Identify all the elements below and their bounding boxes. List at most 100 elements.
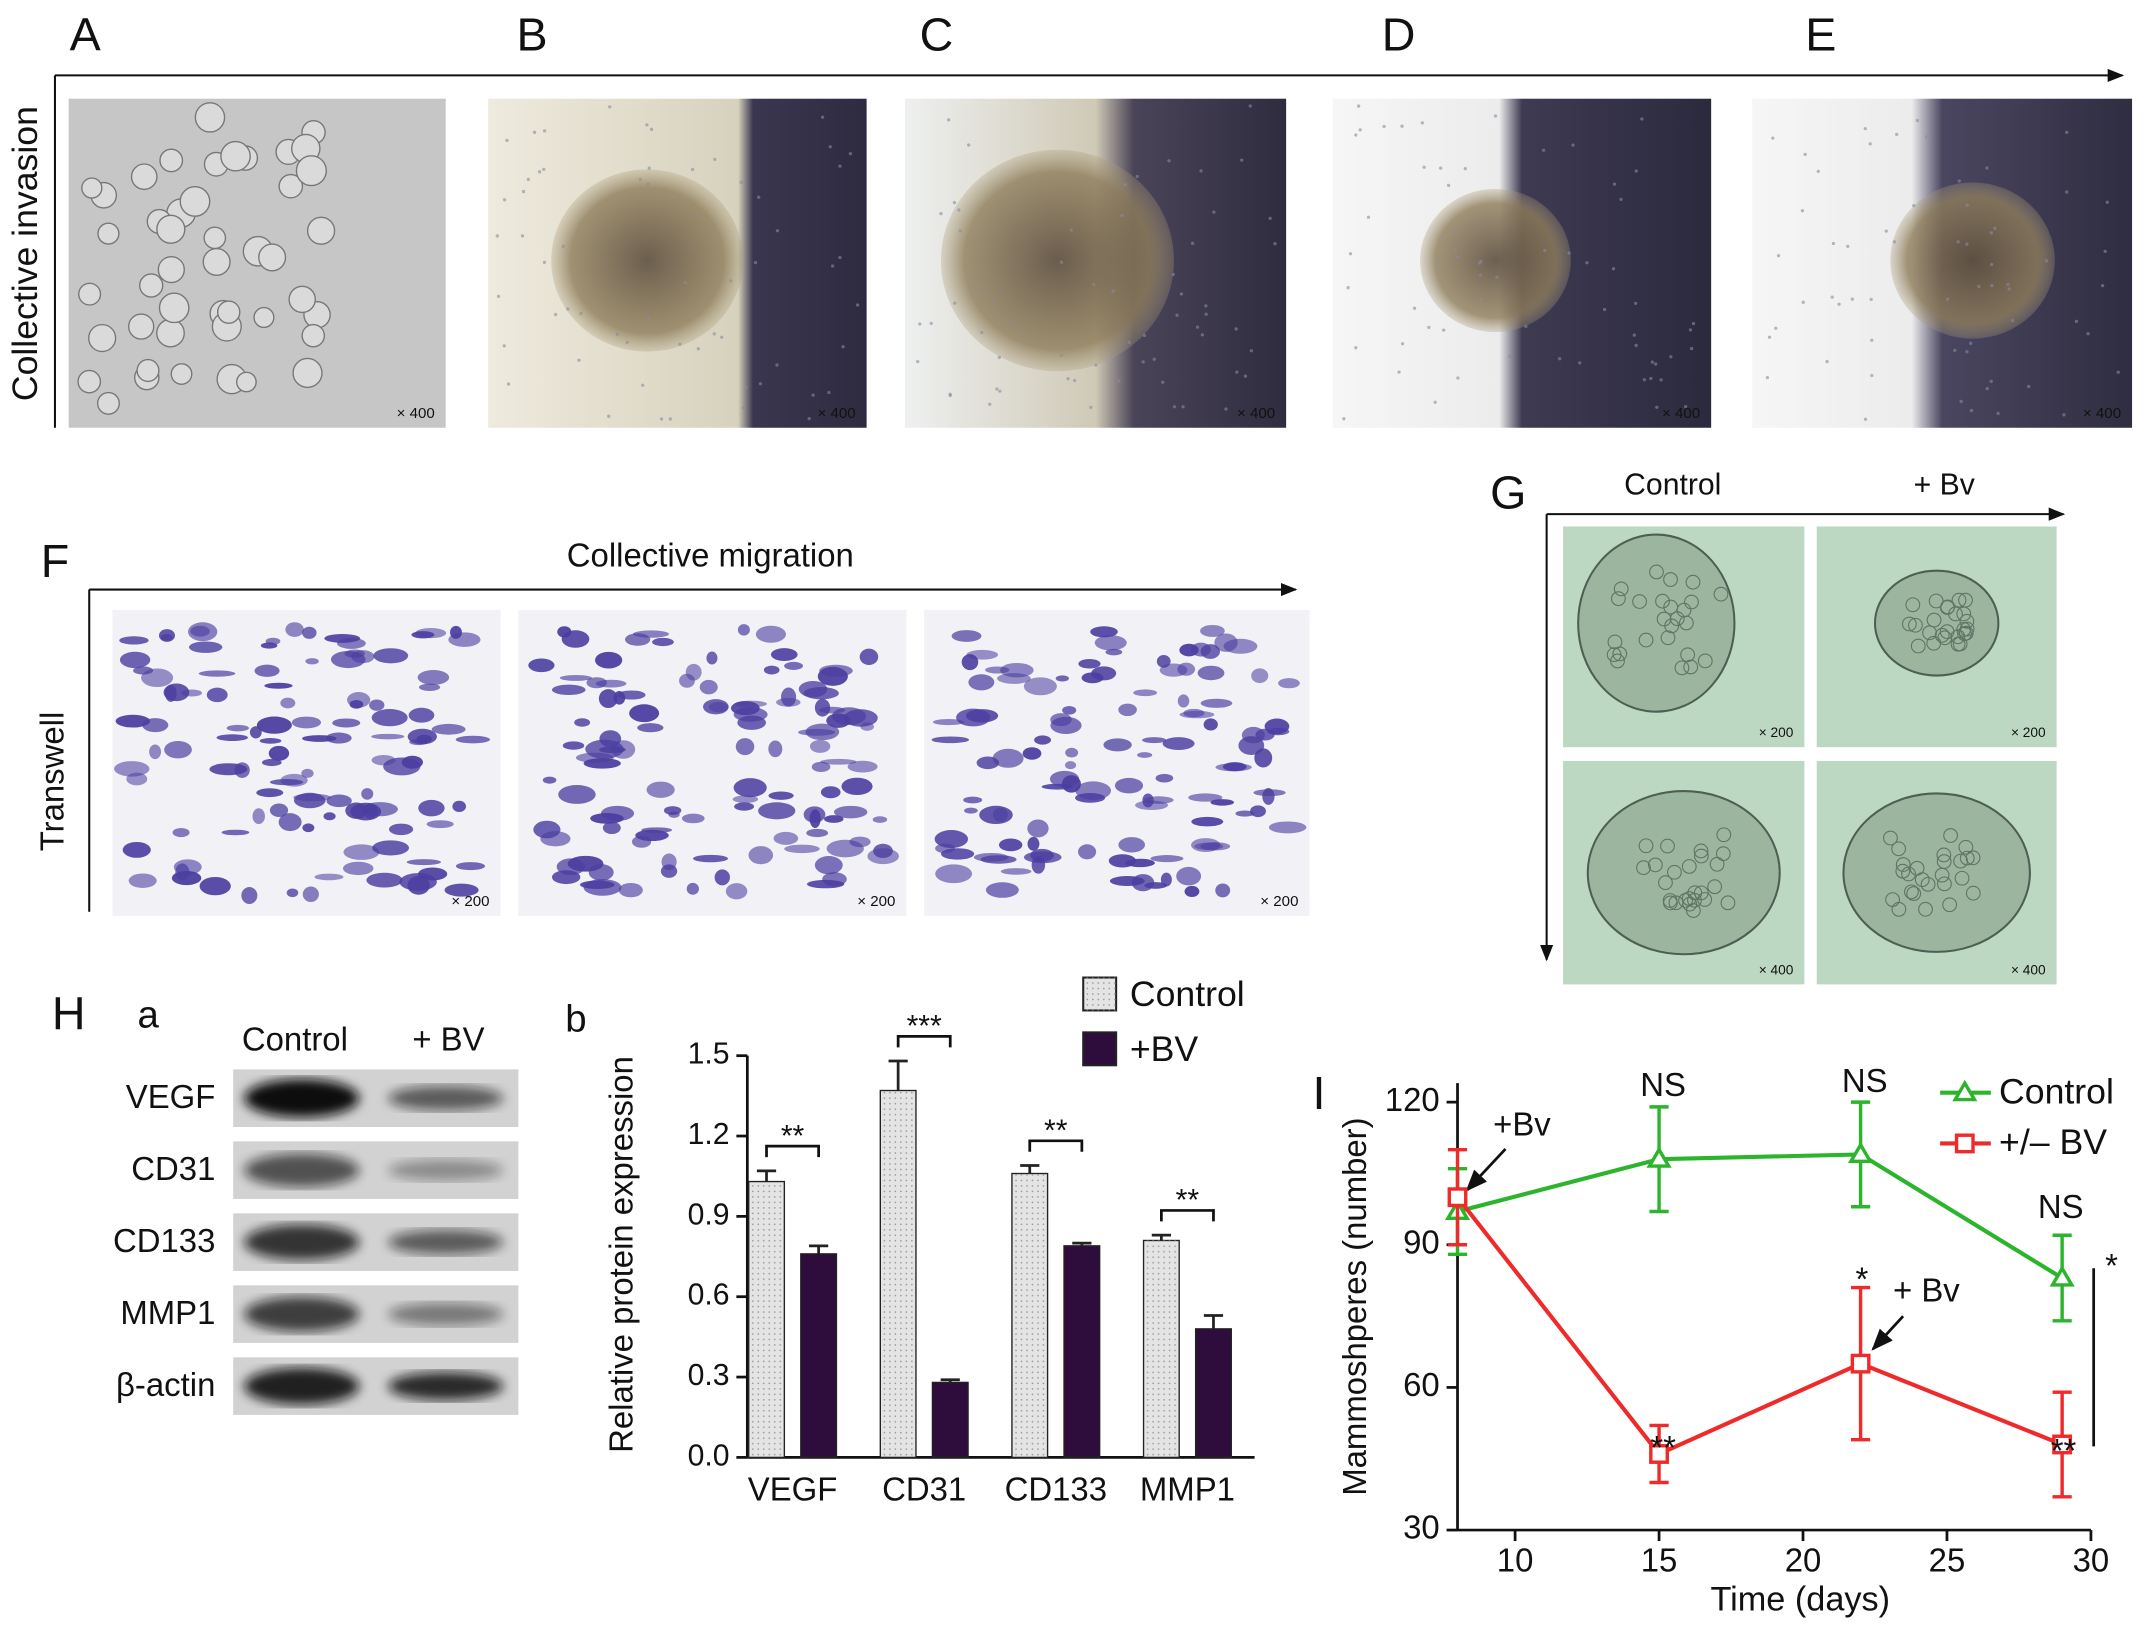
texture <box>1199 169 1203 173</box>
stained-cell <box>934 830 969 849</box>
stained-cell <box>1091 666 1117 681</box>
stained-cell <box>278 813 302 832</box>
stained-cell <box>323 812 336 821</box>
texture <box>1642 378 1647 382</box>
blot-band <box>244 1296 360 1332</box>
texture <box>1765 376 1770 380</box>
stained-cell <box>407 876 430 895</box>
stained-cell <box>163 683 190 702</box>
legend-label: +/– BV <box>1999 1122 2107 1162</box>
stained-cell <box>280 773 308 787</box>
stained-cell <box>342 861 374 876</box>
texture <box>1837 302 1841 306</box>
stained-cell <box>805 723 840 741</box>
stained-cell <box>1118 837 1146 853</box>
column-label: + BV <box>412 1021 484 1058</box>
y-tick-label: 120 <box>1385 1081 1440 1118</box>
texture <box>1776 254 1781 258</box>
texture <box>2116 370 2120 374</box>
stained-cell <box>528 658 555 673</box>
stained-cell <box>1034 735 1052 745</box>
stained-cell <box>559 674 592 681</box>
stained-cell <box>1200 644 1220 659</box>
stained-cell <box>540 831 571 847</box>
stained-cell <box>732 795 759 804</box>
stained-cell <box>703 699 729 715</box>
spheroid <box>1842 792 2031 953</box>
texture <box>1957 179 1961 183</box>
texture <box>1092 282 1096 287</box>
texture <box>1634 169 1638 173</box>
x-tick-label: CD31 <box>882 1470 966 1507</box>
error-bar <box>1020 1164 1040 1174</box>
texture <box>496 294 501 299</box>
subpanel-letter: a <box>138 993 160 1036</box>
stained-cell <box>817 666 848 686</box>
stained-cell <box>361 788 374 800</box>
texture <box>1495 275 1499 280</box>
texture <box>838 255 842 260</box>
blot-row-label: CD31 <box>131 1150 215 1187</box>
cell <box>1948 606 1963 622</box>
texture <box>1204 304 1208 308</box>
stained-cell <box>133 666 154 675</box>
texture <box>1989 231 1993 235</box>
magnification: × 400 <box>1662 405 1700 422</box>
stained-cell <box>1075 781 1112 800</box>
texture <box>1669 355 1673 359</box>
texture <box>1477 261 1482 265</box>
stained-cell <box>1203 718 1218 731</box>
texture <box>997 355 1002 360</box>
x-axis-label: Time (days) <box>1710 1580 1890 1618</box>
texture <box>1212 210 1216 214</box>
stained-cell <box>160 634 173 641</box>
stained-cell <box>119 651 151 669</box>
annotation: NS <box>1640 1066 1686 1103</box>
magnification: × 200 <box>1260 893 1298 910</box>
annotation: ** <box>1650 1429 1676 1466</box>
texture <box>929 321 933 326</box>
x-tick-label: VEGF <box>748 1470 838 1507</box>
stained-cell <box>1065 747 1079 758</box>
texture <box>980 330 984 335</box>
stained-cell <box>931 736 970 744</box>
cell <box>1922 625 1937 641</box>
stained-cell <box>418 683 441 691</box>
stained-cell <box>164 740 192 759</box>
texture <box>1446 183 1451 188</box>
x-tick-label: 15 <box>1641 1542 1678 1579</box>
stained-cell <box>291 716 322 729</box>
x-tick-label: 25 <box>1929 1542 1966 1579</box>
stained-cell <box>998 838 1023 852</box>
spheroid <box>1873 569 2000 677</box>
texture <box>1969 341 1973 345</box>
texture <box>1240 158 1244 162</box>
cell <box>1681 859 1697 874</box>
texture <box>1167 159 1171 163</box>
blot-band <box>388 1302 504 1326</box>
cell <box>1655 593 1670 609</box>
panel-letter: H <box>52 988 86 1040</box>
stained-cell <box>285 622 304 637</box>
cell <box>1952 636 1968 652</box>
texture <box>1400 124 1404 128</box>
texture <box>520 234 525 238</box>
texture <box>1200 333 1204 337</box>
stained-cell <box>611 740 636 759</box>
stained-cell <box>1235 810 1255 817</box>
stained-cell <box>1177 694 1190 708</box>
texture <box>1956 240 1960 244</box>
texture <box>1800 209 1805 213</box>
texture <box>2074 319 2079 324</box>
magnification: × 400 <box>1759 962 1794 977</box>
texture <box>820 115 825 119</box>
stained-cell <box>259 738 282 744</box>
stained-cell <box>268 745 290 761</box>
texture <box>646 182 650 186</box>
cell <box>1693 843 1709 859</box>
stained-cell <box>1215 763 1252 772</box>
stained-cell <box>992 748 1024 768</box>
cell <box>1959 850 1975 866</box>
cell <box>1694 848 1709 864</box>
subpanel-letter: b <box>565 998 586 1041</box>
